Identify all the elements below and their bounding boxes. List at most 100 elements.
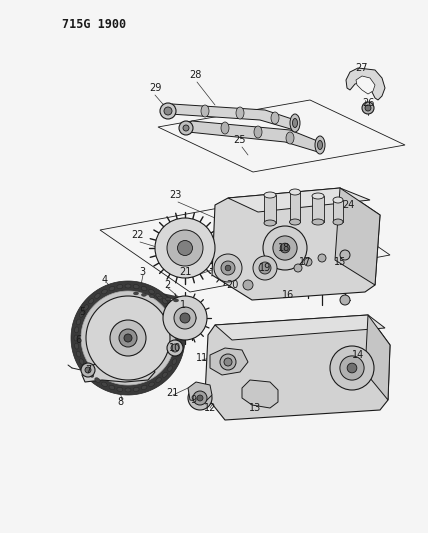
Ellipse shape [318, 141, 323, 149]
Ellipse shape [109, 286, 115, 290]
Circle shape [220, 354, 236, 370]
Text: 5: 5 [79, 307, 85, 317]
Ellipse shape [175, 319, 180, 325]
Ellipse shape [168, 366, 172, 372]
Ellipse shape [172, 312, 177, 317]
Circle shape [318, 254, 326, 262]
Ellipse shape [141, 286, 147, 290]
Polygon shape [71, 281, 185, 395]
Circle shape [214, 254, 242, 282]
Ellipse shape [149, 382, 155, 386]
Circle shape [197, 395, 203, 401]
Ellipse shape [286, 132, 294, 144]
Circle shape [188, 314, 196, 322]
Circle shape [365, 105, 371, 111]
Text: 1: 1 [180, 300, 186, 310]
Text: 25: 25 [234, 135, 246, 145]
Circle shape [110, 320, 146, 356]
Text: 29: 29 [149, 83, 161, 93]
Text: 23: 23 [169, 190, 181, 200]
Circle shape [124, 334, 132, 342]
Ellipse shape [333, 219, 343, 225]
Ellipse shape [168, 305, 172, 310]
Circle shape [179, 121, 193, 135]
Polygon shape [312, 196, 324, 222]
Polygon shape [188, 382, 212, 402]
Ellipse shape [166, 297, 170, 301]
Text: 26: 26 [362, 98, 374, 108]
Circle shape [167, 340, 183, 356]
Text: 4: 4 [102, 275, 108, 285]
Ellipse shape [315, 136, 325, 154]
Ellipse shape [175, 351, 180, 357]
Text: 12: 12 [204, 403, 216, 413]
Ellipse shape [95, 378, 100, 383]
Ellipse shape [117, 285, 123, 289]
Ellipse shape [312, 193, 324, 199]
Polygon shape [346, 68, 385, 100]
Text: 21: 21 [166, 388, 178, 398]
Ellipse shape [89, 298, 94, 304]
Polygon shape [205, 315, 390, 420]
Ellipse shape [95, 294, 100, 298]
Circle shape [243, 280, 253, 290]
Circle shape [224, 358, 232, 366]
Text: 715G 1900: 715G 1900 [62, 18, 126, 31]
Circle shape [340, 295, 350, 305]
Ellipse shape [221, 122, 229, 134]
Ellipse shape [236, 107, 244, 119]
Ellipse shape [177, 343, 181, 349]
Ellipse shape [142, 293, 146, 296]
Polygon shape [215, 315, 385, 340]
Text: 6: 6 [75, 335, 81, 345]
Ellipse shape [264, 192, 276, 198]
Ellipse shape [74, 335, 78, 341]
Circle shape [180, 313, 190, 323]
Ellipse shape [156, 294, 161, 298]
Text: 8: 8 [117, 397, 123, 407]
Ellipse shape [201, 105, 209, 117]
Circle shape [221, 261, 235, 275]
Polygon shape [356, 76, 375, 94]
Ellipse shape [133, 387, 139, 391]
Text: 17: 17 [299, 257, 311, 267]
Circle shape [330, 346, 374, 390]
Polygon shape [185, 121, 322, 152]
Circle shape [273, 236, 297, 260]
Text: 13: 13 [249, 403, 261, 413]
Ellipse shape [156, 378, 161, 383]
Circle shape [340, 250, 350, 260]
Circle shape [259, 262, 271, 274]
Text: 28: 28 [189, 70, 201, 80]
Ellipse shape [109, 385, 115, 390]
Ellipse shape [89, 372, 94, 377]
Ellipse shape [101, 289, 107, 294]
Ellipse shape [289, 219, 300, 225]
Polygon shape [82, 358, 155, 382]
Ellipse shape [83, 366, 88, 372]
Circle shape [225, 265, 231, 271]
Ellipse shape [77, 351, 80, 357]
Ellipse shape [333, 197, 343, 203]
Circle shape [163, 296, 207, 340]
Text: 19: 19 [259, 263, 271, 273]
Polygon shape [212, 188, 380, 300]
Ellipse shape [177, 327, 181, 333]
Ellipse shape [264, 220, 276, 226]
Circle shape [171, 344, 179, 352]
Text: 16: 16 [282, 290, 294, 300]
Ellipse shape [149, 289, 155, 294]
Polygon shape [264, 195, 276, 223]
Circle shape [86, 296, 170, 380]
Text: 14: 14 [352, 350, 364, 360]
Text: 9: 9 [190, 395, 196, 405]
Circle shape [174, 307, 196, 329]
Ellipse shape [117, 387, 123, 391]
Circle shape [119, 329, 137, 347]
Polygon shape [365, 315, 390, 400]
Text: 7: 7 [85, 365, 91, 375]
Ellipse shape [74, 343, 79, 349]
Ellipse shape [77, 319, 80, 325]
Text: 22: 22 [132, 230, 144, 240]
Circle shape [167, 230, 203, 266]
